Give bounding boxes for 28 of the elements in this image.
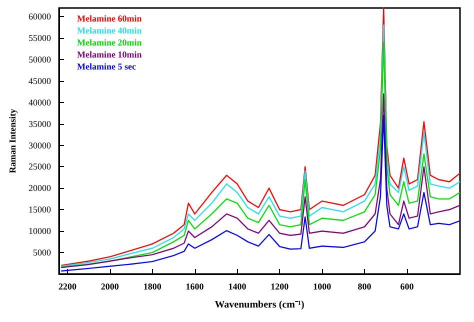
y-tick-label: 5000	[33, 248, 52, 258]
y-tick-label: 55000	[28, 33, 52, 44]
y-tick-label: 60000	[28, 12, 52, 22]
text: Melamine 10min	[77, 50, 142, 60]
text: Melamine 60min	[77, 14, 142, 24]
x-tick-label: 1400	[228, 282, 247, 292]
x-tick-label: 1000	[313, 282, 332, 292]
y-tick-label: 15000	[28, 204, 52, 215]
x-tick-label: 1800	[143, 282, 162, 292]
x-tick-label: 1200	[270, 282, 290, 292]
y-tick-label: 50000	[28, 54, 52, 64]
x-tick-label: 1600	[186, 282, 204, 292]
y-tick-label: 40000	[28, 97, 52, 108]
text: Melamine 20min	[77, 38, 142, 48]
text: Melamine 5 sec	[77, 62, 136, 72]
x-tick-label: 2200	[58, 282, 77, 292]
y-tick-label: 45000	[28, 76, 52, 86]
y-axis-title: Raman Intensity	[8, 108, 18, 174]
y-tick-label: 10000	[28, 226, 52, 236]
text: Melamine 40min	[77, 26, 142, 36]
y-tick-label: 30000	[28, 140, 52, 150]
x-tick-label: 600	[400, 282, 414, 292]
y-tick-label: 35000	[28, 118, 52, 129]
y-tick-label: 25000	[28, 162, 52, 172]
x-tick-label: 800	[358, 282, 372, 292]
y-tick-label: 20000	[28, 183, 52, 194]
x-tick-label: 2000	[100, 282, 120, 292]
x-axis-title: Wavenumbers (cm⁻¹)	[214, 300, 304, 310]
